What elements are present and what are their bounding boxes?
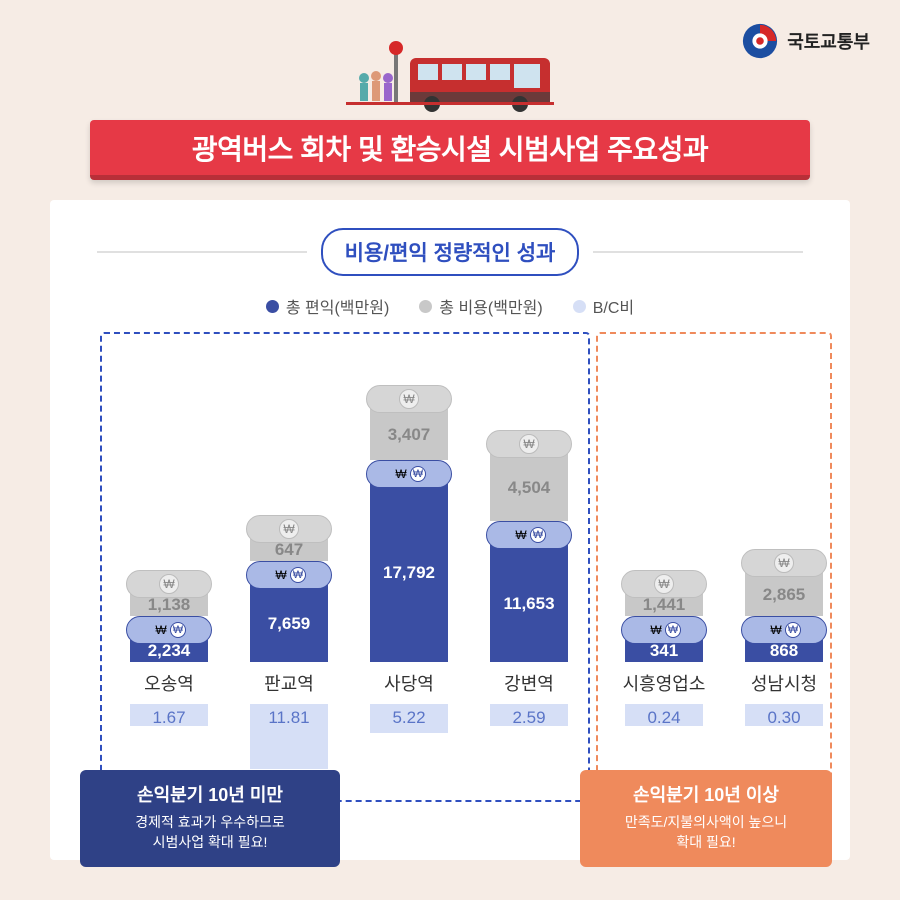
divider-left [97, 251, 307, 253]
callout: 손익분기 10년 이상만족도/지불의사액이 높으니확대 필요! [580, 770, 832, 867]
subtitle-pill: 비용/편익 정량적인 성과 [321, 228, 580, 276]
bc-ratio-box: 1.67 [130, 704, 208, 726]
category-label: 시흥영업소 [623, 670, 706, 696]
legend-dot-benefit-icon [266, 300, 279, 313]
category-label: 오송역 [144, 670, 194, 696]
bar-column: 1,138₩2,234 오송역 1.67 [125, 570, 213, 726]
callout-title: 손익분기 10년 미만 [98, 782, 322, 808]
money-band-icon: ₩ [741, 616, 827, 644]
legend-benefit: 총 편익(백만원) [266, 294, 389, 318]
cost-segment: 3,407 [370, 409, 448, 460]
money-cap-icon [486, 430, 572, 458]
legend: 총 편익(백만원) 총 비용(백만원) B/C비 [50, 294, 850, 318]
bar-stack: 1,138₩2,234 [125, 570, 213, 662]
category-label: 사당역 [384, 670, 434, 696]
ministry-name: 국토교통부 [787, 28, 870, 54]
legend-benefit-label: 총 편익(백만원) [286, 294, 389, 318]
category-label: 강변역 [504, 670, 554, 696]
bc-ratio-box: 2.59 [490, 704, 568, 726]
money-band-icon: ₩ [246, 561, 332, 589]
bar-column: 4,504₩11,653 강변역 2.59 [485, 430, 573, 726]
money-band-icon: ₩ [366, 460, 452, 488]
callout-body: 경제적 효과가 우수하므로시범사업 확대 필요! [98, 812, 322, 853]
bc-ratio-box: 0.30 [745, 704, 823, 726]
ministry-emblem-icon [741, 22, 779, 60]
bar-stack: 3,407₩17,792 [365, 385, 453, 662]
benefit-segment: 11,653 [490, 545, 568, 662]
bar-column: 1,441₩341 시흥영업소 0.24 [620, 570, 708, 726]
bar-column: 2,865₩868 성남시청 0.30 [740, 549, 828, 726]
benefit-segment: 17,792 [370, 484, 448, 662]
benefit-segment: 7,659 [250, 585, 328, 662]
legend-bc-label: B/C비 [593, 294, 634, 318]
callout: 손익분기 10년 미만경제적 효과가 우수하므로시범사업 확대 필요! [80, 770, 340, 867]
bc-ratio-box: 11.81 [250, 704, 328, 769]
money-cap-icon [366, 385, 452, 413]
money-cap-icon [126, 570, 212, 598]
legend-cost: 총 비용(백만원) [419, 294, 542, 318]
bus-illustration-icon [340, 40, 560, 120]
bar-stack: 2,865₩868 [740, 549, 828, 662]
bar-stack: 4,504₩11,653 [485, 430, 573, 662]
money-cap-icon [741, 549, 827, 577]
legend-cost-label: 총 비용(백만원) [439, 294, 542, 318]
category-label: 성남시청 [751, 670, 817, 696]
divider-right [593, 251, 803, 253]
money-band-icon: ₩ [126, 616, 212, 644]
bar-stack: 1,441₩341 [620, 570, 708, 662]
chart-area: 1,138₩2,234 오송역 1.67 647₩7,659 판교역 11.81 3,407… [50, 332, 850, 852]
money-cap-icon [621, 570, 707, 598]
bar-column: 3,407₩17,792 사당역 5.22 [365, 385, 453, 733]
callout-body: 만족도/지불의사액이 높으니확대 필요! [598, 812, 814, 853]
bar-stack: 647₩7,659 [245, 515, 333, 662]
legend-bc: B/C비 [573, 294, 634, 318]
ministry-logo: 국토교통부 [741, 22, 870, 60]
cost-segment: 4,504 [490, 454, 568, 522]
chart-panel: 비용/편익 정량적인 성과 총 편익(백만원) 총 비용(백만원) B/C비 1… [50, 200, 850, 860]
money-band-icon: ₩ [621, 616, 707, 644]
money-band-icon: ₩ [486, 521, 572, 549]
subtitle-text: 비용/편익 정량적인 성과 [345, 242, 556, 265]
category-label: 판교역 [264, 670, 314, 696]
legend-dot-bc-icon [573, 300, 586, 313]
cost-segment: 2,865 [745, 573, 823, 616]
legend-dot-cost-icon [419, 300, 432, 313]
bc-ratio-box: 0.24 [625, 704, 703, 726]
money-cap-icon [246, 515, 332, 543]
subtitle-row: 비용/편익 정량적인 성과 [50, 228, 850, 276]
bc-ratio-box: 5.22 [370, 704, 448, 733]
callout-title: 손익분기 10년 이상 [598, 782, 814, 808]
title-bar: 광역버스 회차 및 환승시설 시범사업 주요성과 [90, 120, 810, 180]
bar-column: 647₩7,659 판교역 11.81 [245, 515, 333, 769]
title-text: 광역버스 회차 및 환승시설 시범사업 주요성과 [192, 128, 708, 168]
